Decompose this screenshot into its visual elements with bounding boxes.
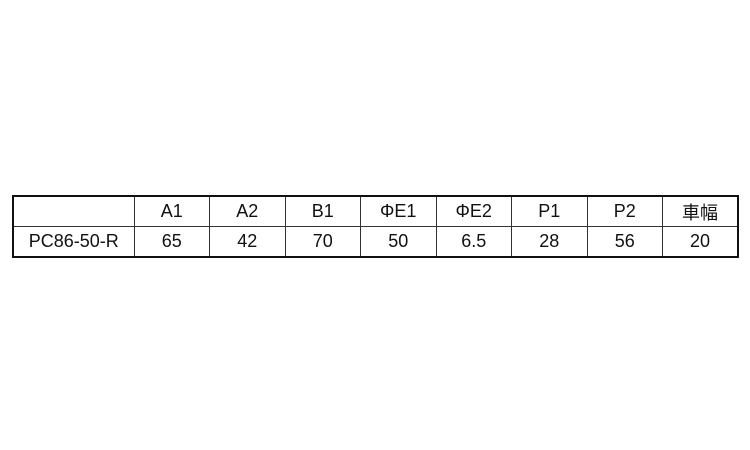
header-cell: P2 xyxy=(586,195,663,227)
spec-table: A1 A2 B1 ΦE1 ΦE2 P1 P2 車幅 PC86-50-R 65 4… xyxy=(12,195,739,258)
header-cell: B1 xyxy=(284,195,361,227)
header-cell: A1 xyxy=(133,195,210,227)
header-cell: A2 xyxy=(209,195,286,227)
table-cell: 20 xyxy=(662,226,739,258)
header-cell xyxy=(12,195,135,227)
header-cell: ΦE2 xyxy=(435,195,512,227)
table-cell: 65 xyxy=(133,226,210,258)
table-header-row: A1 A2 B1 ΦE1 ΦE2 P1 P2 車幅 xyxy=(12,195,739,227)
table-cell: 70 xyxy=(284,226,361,258)
table-cell: 50 xyxy=(360,226,437,258)
table-cell: 28 xyxy=(511,226,588,258)
table-cell: 56 xyxy=(586,226,663,258)
table-cell: 42 xyxy=(209,226,286,258)
header-cell: 車幅 xyxy=(662,195,739,227)
table-row: PC86-50-R 65 42 70 50 6.5 28 56 20 xyxy=(12,226,739,258)
header-cell: ΦE1 xyxy=(360,195,437,227)
table-cell: 6.5 xyxy=(435,226,512,258)
table-cell: PC86-50-R xyxy=(12,226,135,258)
header-cell: P1 xyxy=(511,195,588,227)
